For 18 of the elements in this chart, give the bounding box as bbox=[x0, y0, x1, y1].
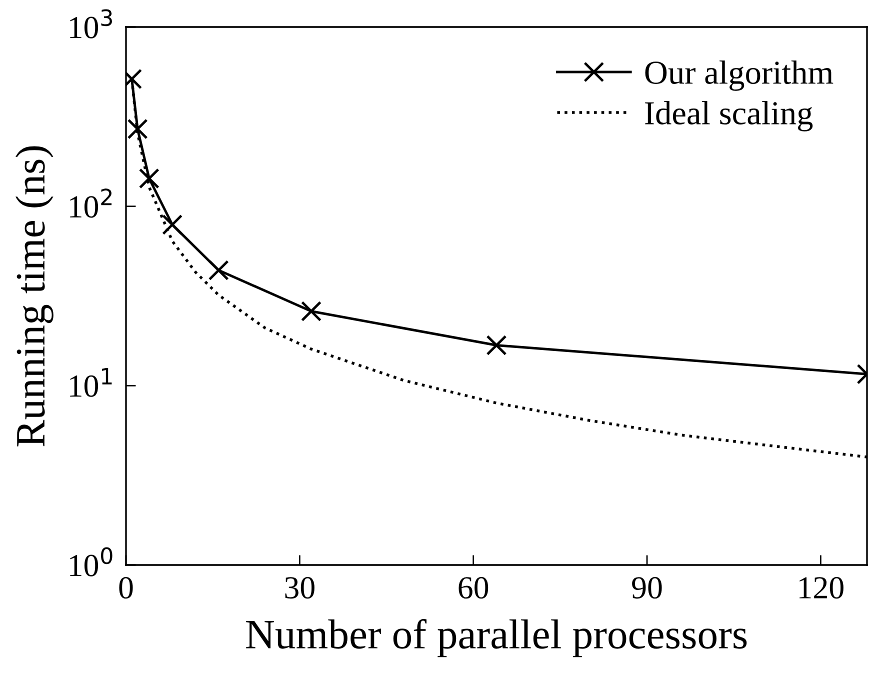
legend-label: Our algorithm bbox=[645, 60, 834, 91]
y-axis-title: Running time (ns) bbox=[16, 146, 54, 446]
y-tick-label: 10$^{0}$ bbox=[70, 547, 112, 576]
x-axis-title: Number of parallel processors bbox=[246, 618, 747, 658]
x-tick-label: 120 bbox=[800, 577, 844, 599]
point bbox=[127, 118, 148, 140]
point bbox=[300, 300, 322, 322]
x-tick-label: 0 bbox=[119, 577, 133, 599]
legend-label: Ideal scaling bbox=[645, 101, 813, 132]
x-tick-label: 90 bbox=[632, 577, 662, 599]
y-tick-label: 10$^{1}$ bbox=[70, 368, 112, 397]
point bbox=[208, 260, 229, 281]
x-tick-label: 30 bbox=[285, 577, 314, 599]
point bbox=[162, 214, 183, 235]
point bbox=[138, 168, 160, 189]
y-tick-label: 10$^{3}$ bbox=[70, 9, 112, 38]
y-tick-label: 10$^{2}$ bbox=[70, 188, 112, 218]
x-tick-label: 60 bbox=[458, 577, 488, 599]
